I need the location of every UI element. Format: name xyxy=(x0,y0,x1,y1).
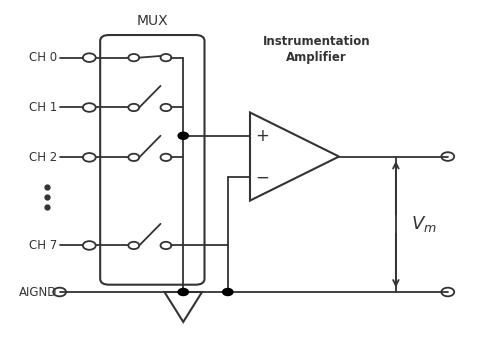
Text: CH 7: CH 7 xyxy=(29,239,57,252)
Circle shape xyxy=(178,289,188,295)
Text: Amplifier: Amplifier xyxy=(286,51,347,64)
Text: CH 1: CH 1 xyxy=(29,101,57,114)
Text: −: − xyxy=(256,168,270,186)
Text: CH 2: CH 2 xyxy=(29,151,57,164)
Text: $V_m$: $V_m$ xyxy=(410,214,436,234)
Text: MUX: MUX xyxy=(137,14,168,28)
Text: Instrumentation: Instrumentation xyxy=(263,34,370,48)
Text: AIGND: AIGND xyxy=(19,286,57,298)
Text: CH 0: CH 0 xyxy=(29,51,57,64)
Text: +: + xyxy=(256,127,270,145)
Circle shape xyxy=(223,289,232,295)
Circle shape xyxy=(178,132,188,139)
